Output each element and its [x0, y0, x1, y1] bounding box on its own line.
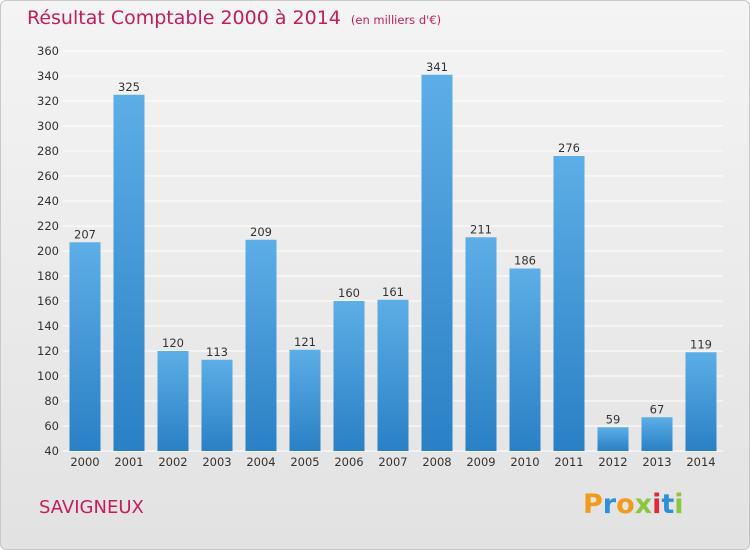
data-label: 67 — [650, 402, 665, 416]
y-tick-label: 340 — [37, 69, 59, 83]
bar-2003 — [201, 359, 233, 451]
y-tick-label: 360 — [37, 44, 59, 58]
y-tick-label: 220 — [37, 219, 59, 233]
x-tick-label: 2009 — [466, 455, 495, 469]
data-label: 209 — [250, 225, 272, 239]
y-tick-label: 300 — [37, 119, 59, 133]
data-label: 113 — [206, 345, 228, 359]
bar-2012 — [597, 427, 629, 451]
logo-letter: i — [674, 489, 684, 520]
x-tick-label: 2011 — [554, 455, 583, 469]
chart-subtitle: (en milliers d'€) — [350, 13, 442, 27]
x-tick-label: 2003 — [202, 455, 231, 469]
logo-letter: i — [652, 489, 662, 520]
y-tick-label: 200 — [37, 244, 59, 258]
proxiti-logo: Proxiti — [583, 489, 684, 520]
bar-2009 — [465, 237, 497, 451]
data-label: 341 — [426, 60, 448, 74]
x-tick-label: 2006 — [334, 455, 363, 469]
bar-2004 — [245, 239, 277, 451]
bar-2007 — [377, 299, 409, 451]
bar-2005 — [289, 349, 321, 451]
chart-title: Résultat Comptable 2000 à 2014 — [27, 7, 341, 29]
data-label: 276 — [558, 141, 580, 155]
y-tick-label: 160 — [37, 294, 59, 308]
y-tick-label: 80 — [44, 394, 59, 408]
y-tick-label: 320 — [37, 94, 59, 108]
x-tick-label: 2010 — [510, 455, 539, 469]
bar-2011 — [553, 156, 585, 451]
x-tick-label: 2008 — [422, 455, 451, 469]
y-tick-label: 280 — [37, 144, 59, 158]
bar-2010 — [509, 268, 541, 451]
data-label: 161 — [382, 285, 404, 299]
x-tick-label: 2012 — [598, 455, 627, 469]
title-row: Résultat Comptable 2000 à 2014 (en millie… — [27, 7, 441, 29]
data-label: 119 — [690, 337, 712, 351]
x-tick-label: 2000 — [70, 455, 99, 469]
y-tick-label: 180 — [37, 269, 59, 283]
bar-2001 — [113, 94, 145, 451]
data-labels: 207 325 120 113 209 121 160 161 341 211 186 276 59 67… — [74, 60, 712, 427]
y-tick-label: 60 — [44, 419, 59, 433]
y-tick-label: 100 — [37, 369, 59, 383]
logo-letter: x — [634, 489, 653, 520]
x-tick-label: 2004 — [246, 455, 275, 469]
y-tick-label: 40 — [44, 444, 59, 458]
logo-letter: t — [661, 489, 675, 520]
bar-2002 — [157, 351, 189, 451]
logo-letter: P — [583, 489, 603, 520]
data-label: 325 — [118, 80, 140, 94]
logo-letter: r — [602, 489, 617, 520]
bar-2008 — [421, 74, 453, 451]
data-label: 160 — [338, 286, 360, 300]
data-label: 121 — [294, 335, 316, 349]
bar-2014 — [685, 352, 717, 451]
commune-name: SAVIGNEUX — [39, 497, 144, 518]
x-tick-label: 2002 — [158, 455, 187, 469]
bar-2006 — [333, 301, 365, 451]
x-tick-label: 2007 — [378, 455, 407, 469]
data-label: 207 — [74, 227, 96, 241]
x-tick-label: 2013 — [642, 455, 671, 469]
bar-2013 — [641, 417, 673, 451]
data-label: 120 — [162, 336, 184, 350]
y-axis-ticks: 40 60 80 100 120 140 160 180 200 220 240 260 280 300 3… — [37, 44, 59, 458]
x-tick-label: 2014 — [686, 455, 715, 469]
y-tick-label: 240 — [37, 194, 59, 208]
data-label: 59 — [606, 412, 621, 426]
x-axis-ticks: 2000 2001 2002 2003 2004 2005 2006 2007 2008 2009… — [70, 455, 715, 469]
y-tick-label: 260 — [37, 169, 59, 183]
grid-lines — [63, 50, 723, 452]
y-tick-label: 140 — [37, 319, 59, 333]
x-tick-label: 2005 — [290, 455, 319, 469]
y-tick-label: 120 — [37, 344, 59, 358]
x-tick-label: 2001 — [114, 455, 143, 469]
bars — [69, 74, 717, 451]
bar-2000 — [69, 242, 101, 451]
logo-letter: o — [616, 489, 635, 520]
data-label: 186 — [514, 254, 536, 268]
data-label: 211 — [470, 222, 492, 236]
